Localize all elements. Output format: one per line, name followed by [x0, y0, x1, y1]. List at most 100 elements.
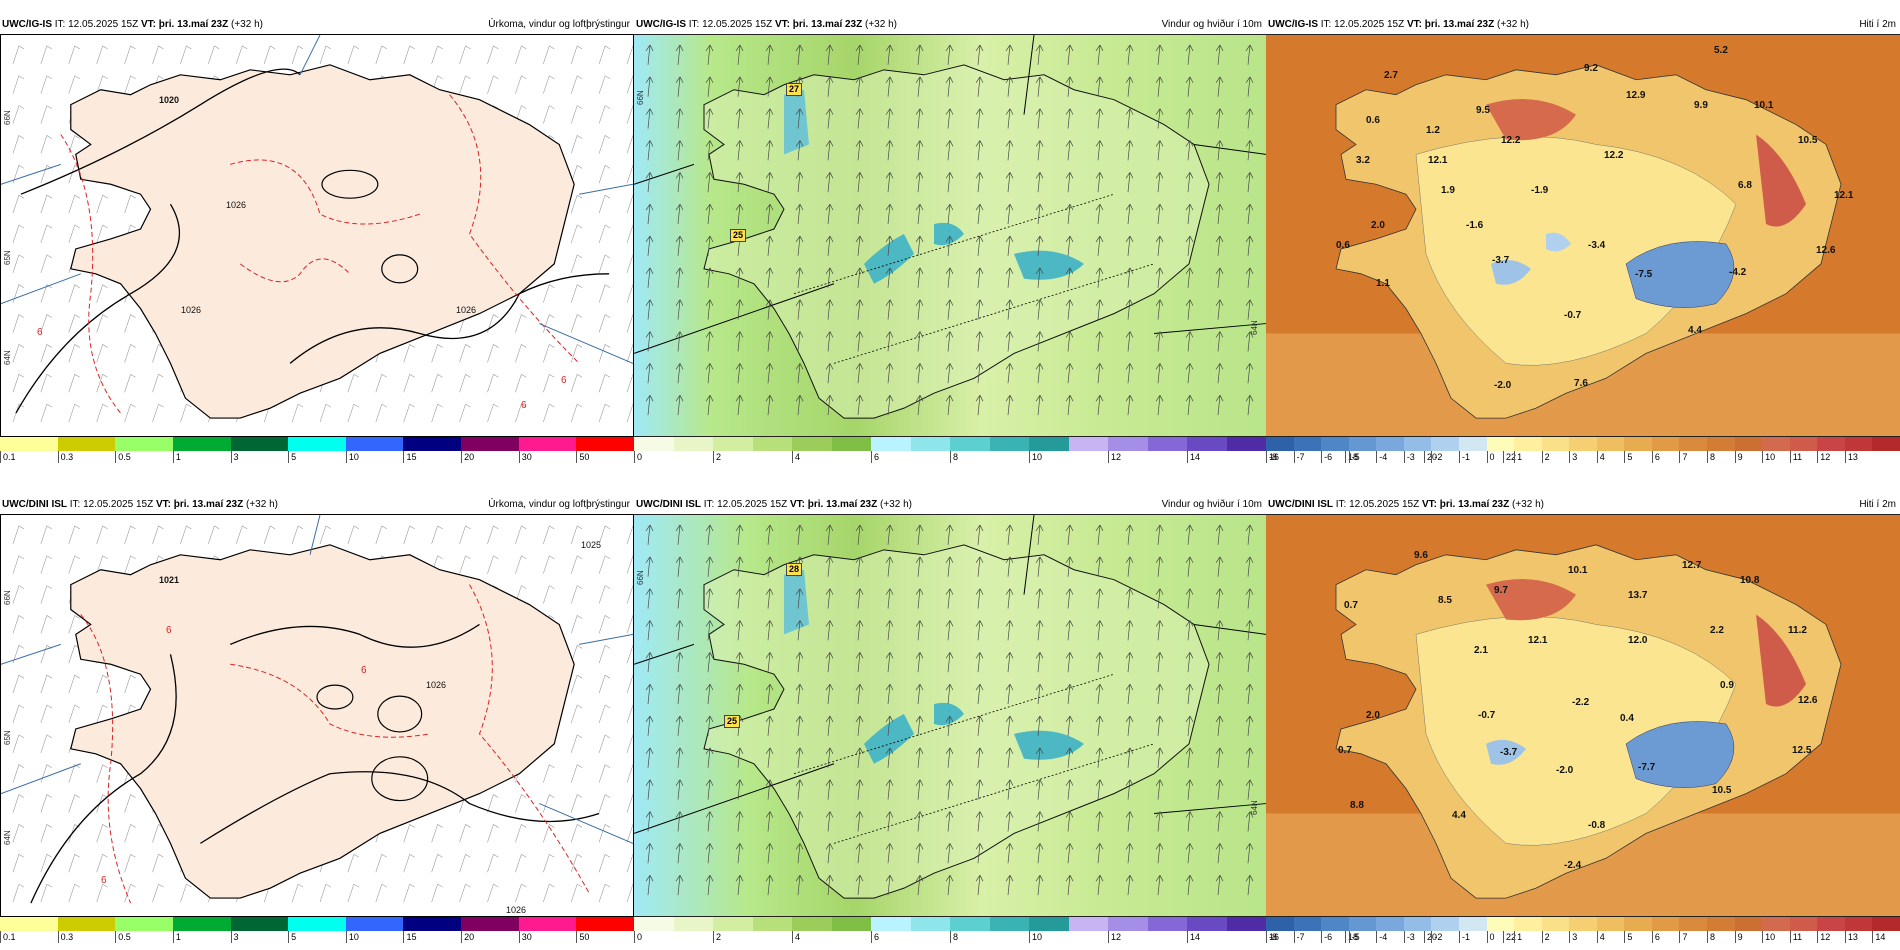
- legend-tick-label: 4: [1596, 451, 1605, 463]
- legend-swatch: [634, 437, 674, 451]
- temp-value-label: 0.6: [1336, 240, 1350, 251]
- isobar-label: 1026: [456, 305, 477, 315]
- legend-tick-label: 10: [1762, 451, 1775, 463]
- temp-value-label: 7.6: [1574, 378, 1588, 389]
- temp-value-label: -3.7: [1500, 747, 1518, 758]
- wind-legend: 0 2 4 6 8 10 12 14 16 18 20 22: [634, 917, 1516, 943]
- init-time: 12.05.2025 15Z: [68, 19, 139, 30]
- wind-map-svg: [634, 515, 1266, 899]
- temp-map[interactable]: 9.6 0.7 8.5 10.1 12.7 9.7 13.7 10.8 12.1 12.0 2.2 1…: [1266, 514, 1900, 917]
- isobar-label: 1020: [159, 95, 180, 105]
- legend-swatch: [1486, 437, 1515, 451]
- temp-map[interactable]: 2.7 9.2 5.2 0.6 1.2 9.5 12.9 9.9 10.1 3.2 12.1 12.2…: [1266, 34, 1900, 437]
- legend-tick-label: 10: [345, 451, 359, 463]
- legend-tick-label: 4: [1596, 931, 1605, 943]
- temp-value-label: -2.2: [1572, 697, 1590, 708]
- temp-value-label: 0.7: [1338, 745, 1352, 756]
- precip-map[interactable]: 66N 65N 64N 1021 1025 1026 1026 6 6 6: [0, 514, 634, 917]
- precip-legend: 0.1 0.3 0.5 1 3 5 10 15 20 30 50: [0, 917, 635, 943]
- legend-swatch: [1569, 437, 1597, 451]
- temp-value-label: -4.2: [1729, 267, 1747, 278]
- legend-swatch: [1226, 437, 1266, 451]
- precip-map-svg: [1, 515, 633, 904]
- legend-tick-label: 0: [1486, 451, 1495, 463]
- temp-value-label: 2.2: [1710, 625, 1724, 636]
- legend-swatch: [673, 437, 713, 451]
- temp-value-label: 4.4: [1452, 810, 1466, 821]
- wind-map[interactable]: 27 25 66N 64N: [634, 34, 1266, 437]
- legend-tick-label: 0: [1486, 931, 1495, 943]
- legend-tick-label: -4: [1376, 451, 1387, 463]
- lat-label: 66N: [636, 90, 645, 105]
- legend-swatch: [1293, 437, 1322, 451]
- temp-legend: -8 -7 -6 -5 -4 -3 -2 -1 0 1 2 3 4 5 6 7 8 9 10 11 12 13 14: [1266, 917, 1900, 943]
- legend-tick-label: 4: [792, 931, 800, 943]
- field-name: Vindur og hviður í 10m: [1161, 499, 1262, 510]
- legend-ticks: 0 2 4 6 8 10 12 14 16 18 20 22: [634, 451, 1516, 463]
- legend-tick-label: 6: [871, 931, 879, 943]
- panel-top-temp: UWC/IG-IS IT: 12.05.2025 15Z VT: þri. 13…: [1266, 16, 1900, 463]
- temp-value-label: 11.2: [1788, 625, 1807, 636]
- legend-swatch: [1486, 917, 1515, 931]
- isobar-label: 1026: [426, 680, 447, 690]
- legend-ticks: 0.1 0.3 0.5 1 3 5 10 15 20 30 50: [0, 451, 634, 463]
- temp-value-label: 1.9: [1441, 185, 1455, 196]
- legend-swatch: [1872, 917, 1900, 931]
- legend-tick-label: 13: [1844, 931, 1858, 943]
- init-time: 12.05.2025 15Z: [1349, 499, 1420, 510]
- init-time: 12.05.2025 15Z: [83, 499, 154, 510]
- temp-value-label: 12.1: [1834, 190, 1854, 201]
- temp-value-label: -3.7: [1492, 255, 1510, 266]
- panel-title: UWC/DINI ISL IT: 12.05.2025 15Z VT: þri.…: [1266, 496, 1900, 514]
- precip-label: 6: [561, 375, 567, 386]
- legend-ticks: -8 -7 -6 -5 -4 -3 -2 -1 0 1 2 3 4 5 6 7 8 9 10 11 12 13 14: [1266, 931, 1900, 943]
- legend-swatch: [1068, 917, 1108, 931]
- temp-value-label: 12.0: [1628, 635, 1648, 646]
- precip-label: 6: [166, 625, 172, 636]
- legend-tick-label: 9: [1734, 931, 1743, 943]
- temp-value-label: 2.7: [1384, 70, 1398, 81]
- field-name: Hiti í 2m: [1859, 499, 1896, 510]
- isobar-label: 1021: [159, 575, 180, 585]
- legend-swatches: [1266, 437, 1900, 451]
- model-name: UWC/DINI ISL: [2, 499, 67, 510]
- field-name: Úrkoma, vindur og loftþrýstingur: [488, 19, 630, 30]
- lat-label: 65N: [3, 730, 12, 745]
- temp-value-label: 6.8: [1738, 180, 1752, 191]
- legend-swatch: [1458, 917, 1487, 931]
- precip-map[interactable]: 66N 65N 64N 1020 1026 1026 1026 6 6 6: [0, 34, 634, 437]
- legend-swatch: [1431, 437, 1459, 451]
- init-time: 12.05.2025 15Z: [717, 499, 788, 510]
- legend-tick-label: -3: [1403, 931, 1415, 943]
- legend-swatch: [831, 917, 871, 931]
- legend-swatches: [0, 917, 635, 931]
- temp-value-label: 3.2: [1356, 155, 1370, 166]
- gust-max-label: 27: [786, 83, 803, 96]
- legend-tick-label: -2: [1431, 451, 1442, 463]
- panel-top-precip: UWC/IG-IS IT: 12.05.2025 15Z VT: þri. 13…: [0, 16, 635, 463]
- legend-swatch: [1403, 917, 1432, 931]
- legend-tick-label: 0.5: [115, 451, 131, 463]
- valid-time: þri. 13.maí 23Z: [173, 499, 244, 510]
- legend-tick-label: 15: [403, 931, 416, 943]
- wind-map[interactable]: 28 25 66N 64N: [634, 514, 1266, 917]
- legend-tick-label: 5: [1624, 451, 1632, 463]
- temp-value-label: -2.0: [1494, 380, 1512, 391]
- temp-value-label: 1.1: [1376, 278, 1390, 289]
- legend-swatch: [1458, 437, 1487, 451]
- legend-swatch: [871, 437, 911, 451]
- legend-tick-label: 2: [713, 451, 721, 463]
- legend-tick-label: -7: [1293, 451, 1305, 463]
- legend-tick-label: -7: [1293, 931, 1305, 943]
- legend-tick-label: 14: [1187, 451, 1200, 463]
- legend-swatch: [1679, 917, 1707, 931]
- panel-bottom-wind: UWC/DINI ISL IT: 12.05.2025 15Z VT: þri.…: [634, 496, 1516, 943]
- legend-tick-label: 8: [1707, 451, 1715, 463]
- temp-value-label: 12.9: [1626, 90, 1646, 101]
- legend-tick-label: 1: [172, 451, 181, 463]
- legend-swatch: [1844, 917, 1873, 931]
- temp-map-svg: [1266, 35, 1900, 436]
- precip-map-svg: [1, 35, 633, 423]
- temp-value-label: 12.7: [1682, 560, 1702, 571]
- legend-swatches: [1266, 917, 1900, 931]
